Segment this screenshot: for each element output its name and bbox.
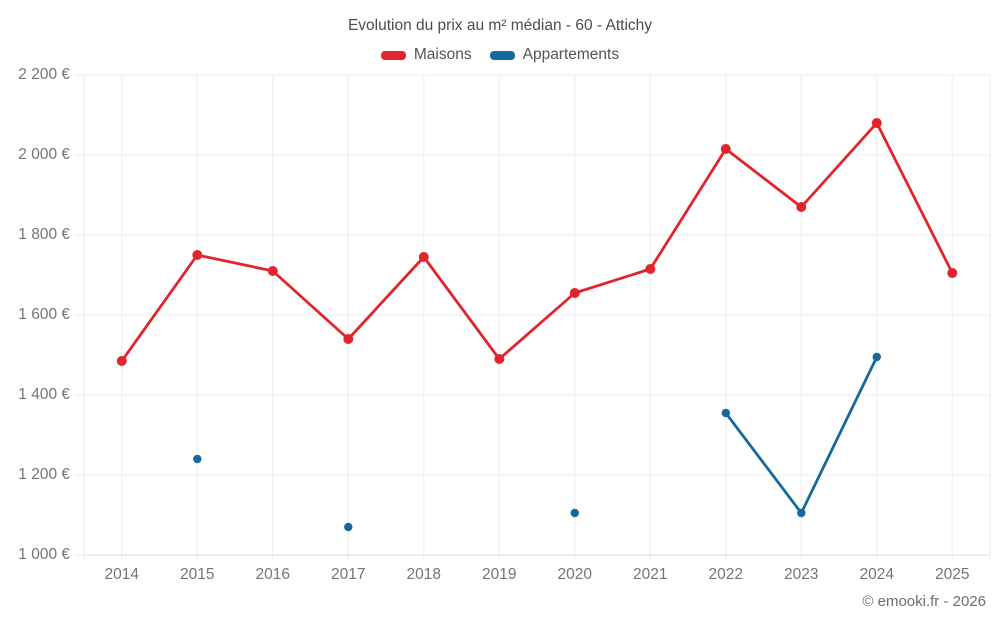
data-point-appartements-2024[interactable]	[872, 352, 881, 362]
x-axis-tick-label: 2014	[105, 566, 140, 583]
data-point-maisons-2018[interactable]	[418, 252, 429, 262]
y-axis-tick-label: 2 200 €	[18, 66, 70, 83]
data-point-appartements-2020[interactable]	[570, 508, 579, 518]
y-axis-labels: 1 000 € 1 200 € 1 400 € 1 600 € 1 800 € 2 000…	[18, 66, 70, 563]
x-axis-labels: 2014 2015 2016 2017 2018 2019 2020 2021 2022 2023…	[105, 566, 970, 583]
chart-title: Evolution du prix au m² médian - 60 - At…	[347, 17, 653, 34]
data-point-maisons-2023[interactable]	[796, 202, 807, 212]
data-point-appartements-2015[interactable]	[193, 454, 202, 464]
data-point-maisons-2019[interactable]	[494, 354, 505, 364]
legend-label-maisons: Maisons	[413, 46, 472, 63]
y-axis-tick-label: 1 800 €	[18, 226, 70, 243]
data-point-appartements-2022[interactable]	[721, 408, 730, 418]
y-axis-tick-label: 1 000 €	[18, 546, 70, 563]
data-point-maisons-2021[interactable]	[645, 264, 656, 274]
x-axis-tick-label: 2019	[482, 566, 516, 583]
y-axis-tick-label: 2 000 €	[18, 146, 70, 163]
x-axis-tick-label: 2016	[256, 566, 290, 583]
x-axis-tick-label: 2025	[935, 566, 969, 583]
appartements-swatch-icon	[489, 50, 515, 60]
y-axis-tick-label: 1 600 €	[18, 306, 70, 323]
data-point-maisons-2020[interactable]	[569, 288, 580, 298]
legend-item-maisons[interactable]: Maisons	[380, 46, 472, 64]
x-axis-tick-label: 2015	[180, 566, 214, 583]
legend-label-appartements: Appartements	[522, 46, 620, 63]
series-maisons	[116, 118, 958, 366]
x-axis-tick-label: 2022	[709, 566, 743, 583]
x-axis-tick-label: 2024	[860, 566, 895, 583]
data-point-appartements-2017[interactable]	[344, 522, 353, 532]
data-point-maisons-2015[interactable]	[192, 250, 203, 260]
data-point-maisons-2016[interactable]	[267, 266, 278, 276]
x-gridlines	[83, 75, 991, 561]
data-point-maisons-2017[interactable]	[343, 334, 354, 344]
data-point-maisons-2014[interactable]	[116, 356, 127, 366]
data-point-maisons-2024[interactable]	[871, 118, 882, 128]
y-axis-tick-label: 1 200 €	[18, 466, 70, 483]
legend-item-appartements[interactable]: Appartements	[489, 46, 620, 64]
x-axis-tick-label: 2020	[558, 566, 593, 583]
x-axis-tick-label: 2021	[633, 566, 667, 583]
x-axis-tick-label: 2017	[331, 566, 365, 583]
data-point-maisons-2022[interactable]	[720, 144, 731, 154]
y-axis-tick-label: 1 400 €	[18, 386, 70, 403]
x-axis-tick-label: 2023	[784, 566, 818, 583]
copyright: © emooki.fr - 2026	[862, 593, 986, 610]
maisons-swatch-icon	[380, 50, 406, 60]
x-axis-tick-label: 2018	[407, 566, 441, 583]
y-gridlines	[75, 74, 990, 556]
data-point-appartements-2023[interactable]	[797, 508, 806, 518]
series-appartements	[193, 352, 881, 532]
data-point-maisons-2025[interactable]	[947, 268, 958, 278]
chart-legend: Maisons Appartements	[0, 46, 1000, 64]
